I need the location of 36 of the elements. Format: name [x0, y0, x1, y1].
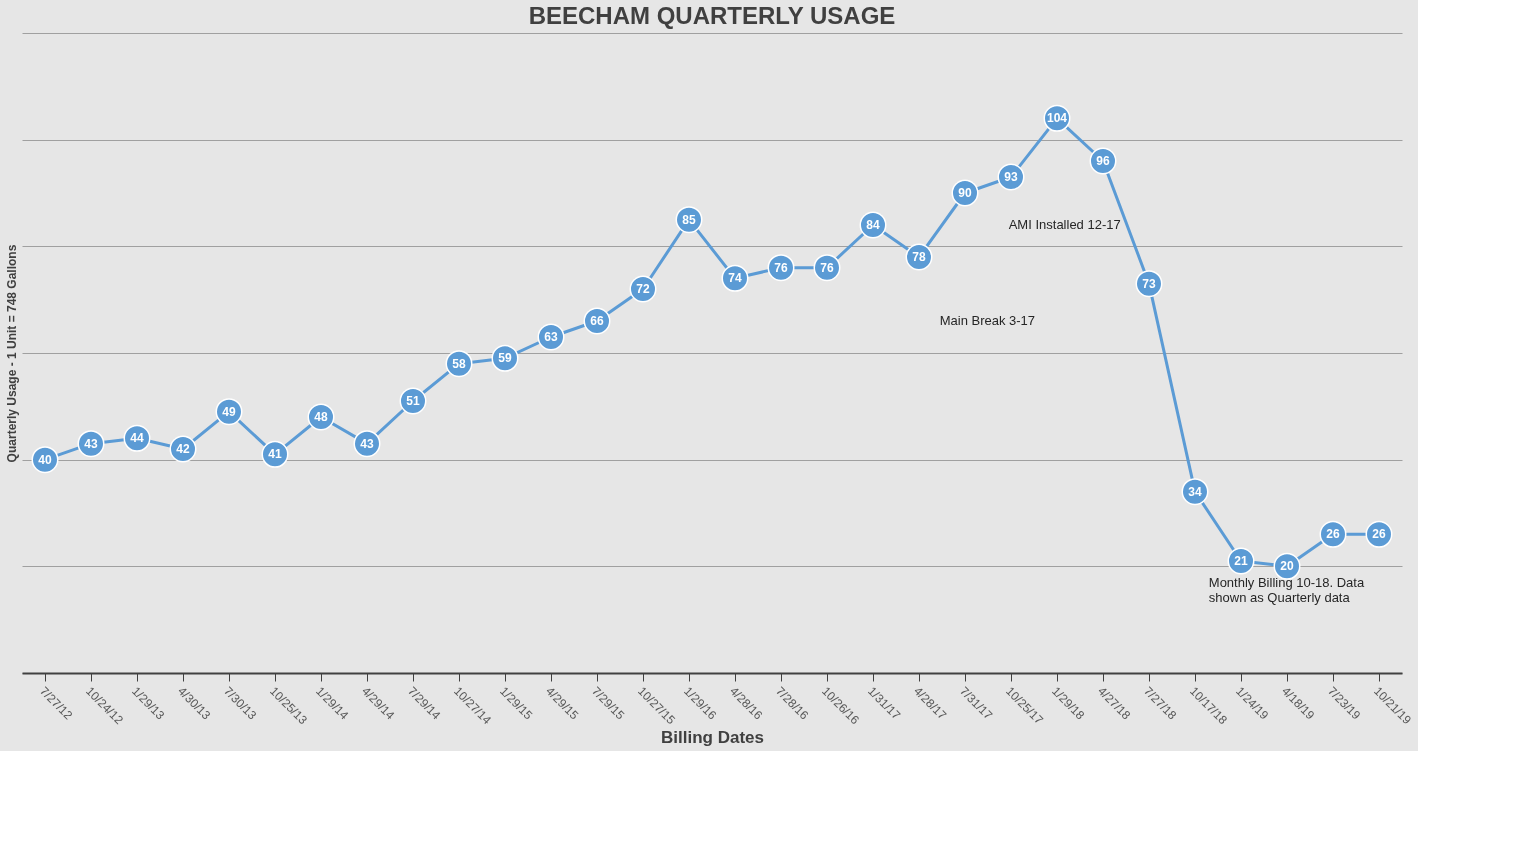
- data-label: 51: [406, 394, 420, 408]
- data-label: 66: [590, 314, 604, 328]
- data-label: 42: [176, 442, 190, 456]
- y-axis-title: Quarterly Usage - 1 Unit = 748 Gallons: [4, 244, 19, 463]
- data-label: 96: [1096, 154, 1110, 168]
- data-label: 44: [130, 431, 144, 446]
- data-label: 41: [268, 447, 282, 462]
- data-label: 76: [820, 260, 834, 275]
- data-label: 104: [1046, 111, 1068, 126]
- data-label: 85: [682, 212, 696, 227]
- data-label: 20: [1280, 559, 1294, 574]
- data-label: 74: [728, 271, 742, 286]
- data-label: 58: [452, 356, 466, 371]
- data-label: 43: [360, 436, 374, 451]
- annotation: AMI Installed 12-17: [1008, 217, 1121, 232]
- data-label: 72: [636, 282, 650, 296]
- data-label: 76: [774, 260, 788, 275]
- data-label: 63: [544, 330, 558, 344]
- data-label: 84: [866, 218, 880, 232]
- data-label: 21: [1234, 554, 1248, 568]
- data-label: 26: [1326, 527, 1340, 542]
- data-label: 34: [1188, 484, 1202, 499]
- annotation: Monthly Billing 10-18. Data shown as Quarterly data: [1208, 575, 1365, 606]
- data-label: 48: [314, 410, 328, 424]
- data-label: 90: [958, 186, 972, 200]
- data-label: 40: [38, 452, 52, 467]
- data-label: 59: [498, 351, 512, 366]
- data-label: 43: [84, 436, 98, 451]
- annotation: Main Break 3-17: [939, 313, 1036, 328]
- data-label: 93: [1004, 170, 1018, 184]
- data-label: 49: [222, 404, 236, 419]
- chart-title: BEECHAM QUARTERLY USAGE: [528, 2, 896, 29]
- data-label: 26: [1372, 527, 1386, 542]
- x-axis-title: Billing Dates: [661, 728, 764, 748]
- data-label: 78: [912, 250, 926, 264]
- data-label: 73: [1142, 276, 1156, 291]
